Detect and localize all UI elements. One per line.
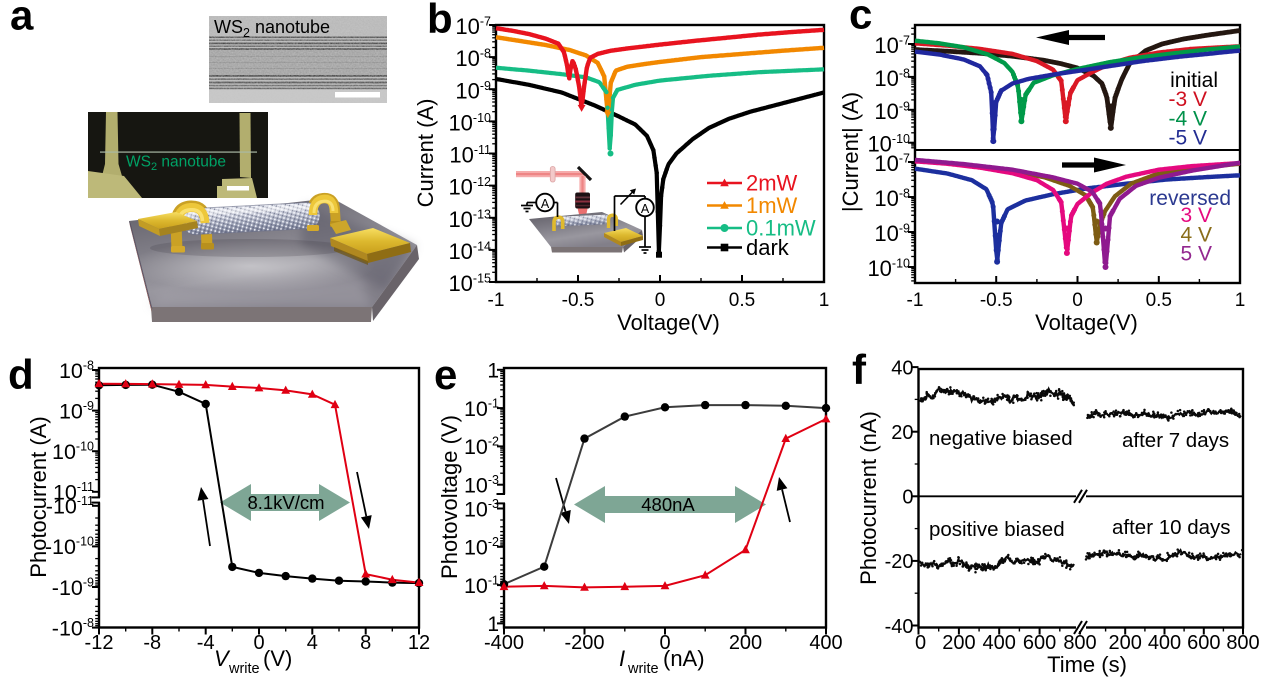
svg-text:-20: -20 bbox=[885, 551, 914, 573]
svg-text:0.1mW: 0.1mW bbox=[746, 216, 816, 241]
svg-text:0: 0 bbox=[253, 632, 264, 654]
svg-text:e: e bbox=[434, 351, 457, 398]
svg-text:(nA): (nA) bbox=[663, 646, 705, 671]
svg-text:|Current| (A): |Current| (A) bbox=[838, 92, 863, 212]
svg-text:I: I bbox=[619, 646, 625, 671]
svg-text:1: 1 bbox=[1235, 290, 1246, 311]
svg-text:400: 400 bbox=[983, 632, 1016, 654]
svg-text:positive biased: positive biased bbox=[929, 518, 1065, 541]
svg-text:Voltage(V): Voltage(V) bbox=[617, 310, 720, 335]
svg-text:1: 1 bbox=[819, 290, 830, 311]
svg-text:-4 V: -4 V bbox=[1168, 108, 1207, 131]
svg-text:12: 12 bbox=[408, 632, 430, 654]
svg-text:0.5: 0.5 bbox=[729, 290, 755, 311]
svg-text:4: 4 bbox=[307, 632, 318, 654]
svg-text:0: 0 bbox=[1072, 290, 1083, 311]
svg-text:-0.5: -0.5 bbox=[562, 290, 595, 311]
svg-text:-0.5: -0.5 bbox=[980, 290, 1013, 311]
svg-text:4 V: 4 V bbox=[1180, 224, 1212, 247]
svg-text:dark: dark bbox=[746, 235, 790, 260]
svg-text:200: 200 bbox=[942, 632, 975, 654]
svg-text:WS2 nanotube: WS2 nanotube bbox=[214, 17, 330, 40]
svg-text:-40: -40 bbox=[885, 616, 914, 638]
svg-text:0: 0 bbox=[902, 487, 913, 509]
svg-text:after 7 days: after 7 days bbox=[1122, 429, 1229, 452]
svg-text:-4: -4 bbox=[197, 632, 215, 654]
svg-text:Photovoltage (V): Photovoltage (V) bbox=[437, 415, 462, 579]
svg-text:200: 200 bbox=[1109, 632, 1142, 654]
svg-text:-200: -200 bbox=[564, 632, 604, 654]
svg-text:write: write bbox=[228, 661, 260, 677]
svg-text:1: 1 bbox=[487, 359, 499, 382]
svg-text:-8: -8 bbox=[143, 632, 161, 654]
svg-text:0: 0 bbox=[659, 632, 670, 654]
svg-text:Voltage(V): Voltage(V) bbox=[1035, 310, 1138, 335]
svg-text:initial: initial bbox=[1170, 69, 1218, 92]
svg-text:-1: -1 bbox=[488, 290, 505, 311]
svg-text:Time (s): Time (s) bbox=[1047, 652, 1127, 677]
svg-text:480nA: 480nA bbox=[641, 494, 695, 515]
svg-text:c: c bbox=[849, 0, 872, 38]
svg-text:reversed: reversed bbox=[1149, 187, 1231, 210]
svg-text:0: 0 bbox=[915, 632, 926, 654]
svg-text:-5 V: -5 V bbox=[1168, 127, 1207, 150]
svg-text:600: 600 bbox=[1187, 632, 1220, 654]
svg-text:800: 800 bbox=[1063, 632, 1096, 654]
svg-text:600: 600 bbox=[1023, 632, 1056, 654]
svg-text:d: d bbox=[8, 351, 34, 398]
svg-text:(V): (V) bbox=[263, 646, 292, 671]
svg-text:1: 1 bbox=[487, 613, 499, 636]
svg-text:800: 800 bbox=[1226, 632, 1259, 654]
svg-text:400: 400 bbox=[809, 632, 842, 654]
svg-text:-3 V: -3 V bbox=[1168, 88, 1207, 111]
svg-text:10-12: 10-12 bbox=[448, 175, 491, 200]
svg-text:1mW: 1mW bbox=[746, 193, 798, 218]
svg-text:200: 200 bbox=[729, 632, 762, 654]
svg-text:0: 0 bbox=[655, 290, 666, 311]
svg-text:Photocurrent (A): Photocurrent (A) bbox=[26, 416, 51, 577]
svg-text:b: b bbox=[427, 0, 453, 42]
svg-text:0.5: 0.5 bbox=[1146, 290, 1172, 311]
svg-text:2mW: 2mW bbox=[746, 171, 798, 196]
svg-text:3 V: 3 V bbox=[1180, 204, 1212, 227]
svg-text:Photocurrent (nA): Photocurrent (nA) bbox=[856, 411, 881, 585]
svg-text:-1: -1 bbox=[907, 290, 924, 311]
svg-text:20: 20 bbox=[891, 422, 913, 444]
svg-text:write: write bbox=[627, 661, 659, 677]
svg-text:-400: -400 bbox=[484, 632, 524, 654]
svg-text:40: 40 bbox=[891, 357, 913, 379]
svg-text:8: 8 bbox=[360, 632, 371, 654]
svg-text:after 10 days: after 10 days bbox=[1112, 516, 1231, 539]
svg-text:10-14: 10-14 bbox=[448, 239, 491, 264]
svg-text:10-11: 10-11 bbox=[449, 143, 491, 168]
svg-text:-12: -12 bbox=[85, 632, 114, 654]
svg-text:negative biased: negative biased bbox=[929, 427, 1073, 450]
svg-text:a: a bbox=[10, 0, 34, 39]
svg-text:A: A bbox=[641, 202, 650, 216]
svg-text:10-10: 10-10 bbox=[448, 110, 491, 135]
svg-text:5 V: 5 V bbox=[1180, 243, 1212, 266]
svg-text:V: V bbox=[214, 646, 231, 671]
svg-text:Current (A): Current (A) bbox=[413, 99, 438, 208]
svg-text:WS2 nanotube: WS2 nanotube bbox=[126, 154, 226, 174]
svg-text:A: A bbox=[541, 197, 550, 211]
svg-text:400: 400 bbox=[1148, 632, 1181, 654]
svg-text:8.1kV/cm: 8.1kV/cm bbox=[247, 492, 324, 513]
svg-text:f: f bbox=[852, 346, 867, 393]
